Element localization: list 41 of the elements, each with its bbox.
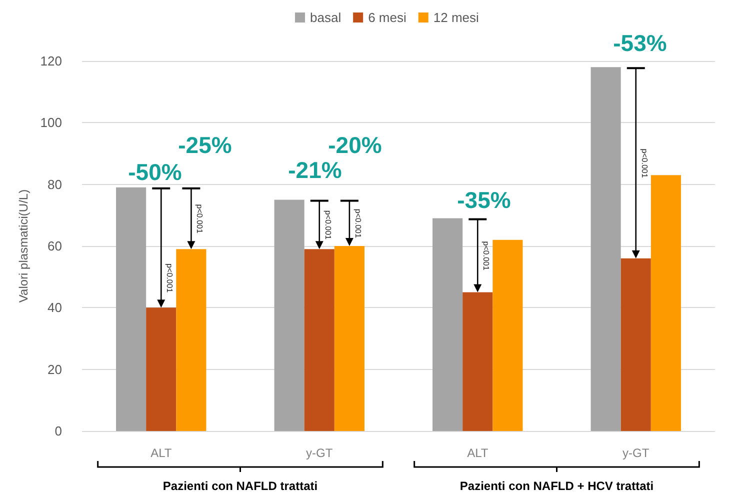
legend-label: basal <box>310 10 342 25</box>
annotation: -25% <box>178 132 232 158</box>
bar <box>492 240 523 431</box>
annotation: p<0.001 <box>165 263 174 294</box>
annotation: p<0.001 <box>482 241 491 271</box>
annotation: -20% <box>328 132 382 158</box>
x-tick-label: ALT <box>150 446 172 460</box>
y-tick-label: 20 <box>48 362 62 377</box>
annotation: p<0.001 <box>323 210 332 240</box>
y-tick-label: 60 <box>48 238 62 254</box>
x-tick-label: ALT <box>467 446 489 460</box>
bar <box>650 175 681 431</box>
text: Pazienti con NAFLD + HCV trattati <box>460 479 654 493</box>
bar <box>274 200 304 431</box>
x-tick-label: y-GT <box>622 446 650 460</box>
annotation: p<0.001 <box>353 208 362 238</box>
annotation: -35% <box>457 187 511 213</box>
annotation: p<0.001 <box>195 204 204 234</box>
y-tick-label: 80 <box>48 176 62 192</box>
text: -53% <box>613 30 667 56</box>
y-axis-title: Valori plasmatici(U/L) <box>16 189 30 303</box>
annotation: p<0.001 <box>640 148 649 178</box>
annotation: -50% <box>128 159 182 185</box>
bar <box>462 292 493 431</box>
bar <box>304 249 334 431</box>
y-tick-label: 40 <box>48 300 62 316</box>
bar <box>432 218 463 431</box>
text: Pazienti con NAFLD trattati <box>162 479 318 493</box>
legend-label: 12 mesi <box>433 10 479 25</box>
y-tick-label: 0 <box>54 424 62 438</box>
legend-label: 6 mesi <box>368 10 406 25</box>
bar <box>334 246 364 431</box>
bar <box>176 249 206 431</box>
y-tick-label: 100 <box>40 115 62 130</box>
annotation: -21% <box>288 157 342 183</box>
bar <box>146 308 176 431</box>
bar <box>590 67 621 431</box>
x-tick-label: y-GT <box>306 446 334 460</box>
bar <box>620 258 651 431</box>
bar <box>116 187 146 431</box>
y-tick-label: 120 <box>40 54 62 68</box>
